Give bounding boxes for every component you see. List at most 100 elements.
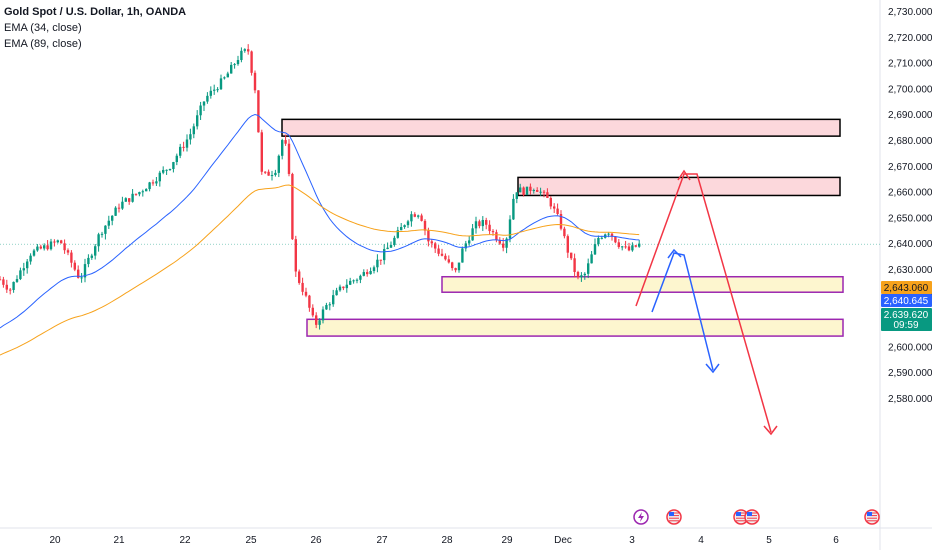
demand-zone xyxy=(306,318,844,337)
y-tick-label: 2,650.000 xyxy=(888,213,932,224)
x-tick-label: 6 xyxy=(833,535,839,546)
candle-body xyxy=(403,225,406,228)
candle-body xyxy=(277,155,280,173)
candle-body xyxy=(529,186,532,191)
candle-body xyxy=(597,237,600,245)
candle-body xyxy=(355,279,359,281)
candle-body xyxy=(121,201,124,209)
candle-body xyxy=(141,191,144,193)
flag-canton xyxy=(736,512,741,516)
candle-body xyxy=(134,193,138,195)
candle-body xyxy=(294,239,297,272)
x-tick-label: 3 xyxy=(629,535,635,546)
candle-body xyxy=(53,241,56,243)
candle-body xyxy=(342,286,345,289)
candle-body xyxy=(413,214,416,217)
candle-body xyxy=(389,245,393,248)
candle-body xyxy=(525,186,529,195)
candle-body xyxy=(298,271,301,283)
candle-body xyxy=(498,240,501,244)
y-tick-label: 2,700.000 xyxy=(888,84,932,95)
flag-canton xyxy=(867,512,872,516)
y-tick-label: 2,580.000 xyxy=(888,394,932,405)
candle-body xyxy=(481,219,484,227)
candle-body xyxy=(471,228,474,241)
candle-body xyxy=(393,237,396,246)
candle-body xyxy=(179,146,182,156)
candle-body xyxy=(614,236,617,243)
candle-body xyxy=(138,192,141,195)
candle-body xyxy=(250,51,253,73)
candle-body xyxy=(2,279,5,285)
candle-body xyxy=(243,49,246,51)
arrowhead xyxy=(763,425,778,436)
price-label: 2,639.620 xyxy=(884,310,929,321)
candle-body xyxy=(189,134,192,140)
candle-body xyxy=(563,228,566,237)
y-tick-label: 2,600.000 xyxy=(888,342,932,353)
y-tick-label: 2,690.000 xyxy=(888,110,932,121)
candle-body xyxy=(491,231,495,233)
candle-body xyxy=(400,227,403,231)
candle-body xyxy=(12,281,15,290)
arrowhead xyxy=(677,169,691,181)
candle-body xyxy=(124,198,127,202)
candle-body xyxy=(274,172,277,176)
candle-body xyxy=(60,240,63,244)
candle-body xyxy=(131,193,134,202)
candle-body xyxy=(267,171,270,176)
candle-body xyxy=(430,241,433,244)
candle-body xyxy=(56,240,59,243)
candle-body xyxy=(417,215,420,217)
candle-body xyxy=(168,169,172,171)
y-tick-label: 2,680.000 xyxy=(888,136,932,147)
candle-body xyxy=(485,219,488,225)
candle-body xyxy=(145,189,148,192)
candle-body xyxy=(505,238,508,248)
candle-body xyxy=(376,259,379,268)
candle-body xyxy=(213,89,216,91)
candle-body xyxy=(83,264,87,278)
candle-body xyxy=(515,192,518,199)
candle-body xyxy=(352,280,355,282)
candle-body xyxy=(624,246,627,248)
candle-body xyxy=(219,78,223,90)
candle-body xyxy=(576,271,580,278)
price-label-bg xyxy=(881,308,932,321)
candle-body xyxy=(508,219,512,239)
candle-body xyxy=(264,171,267,173)
candle-body xyxy=(63,243,66,251)
chart-legend: Gold Spot / U.S. Dollar, 1h, OANDA EMA (… xyxy=(4,4,186,52)
candle-body xyxy=(638,243,641,247)
candle-body xyxy=(539,191,542,193)
candle-body xyxy=(423,220,427,231)
candle-body xyxy=(117,207,121,209)
candle-body xyxy=(15,279,19,282)
candle-body xyxy=(488,224,491,232)
candle-body xyxy=(532,190,535,192)
candle-body xyxy=(495,232,498,241)
y-tick-label: 2,710.000 xyxy=(888,59,932,70)
chart-title: Gold Spot / U.S. Dollar, 1h, OANDA xyxy=(4,6,187,18)
candle-body xyxy=(420,215,423,221)
candle-body xyxy=(383,249,386,261)
price-label-bg xyxy=(881,318,932,331)
candle-body xyxy=(338,286,342,291)
candle-body xyxy=(573,258,576,272)
candle-body xyxy=(386,247,389,250)
ema89-legend: EMA (89, close) xyxy=(4,38,82,50)
lightning-glyph xyxy=(638,512,644,522)
candle-body xyxy=(94,246,97,256)
candle-body xyxy=(502,243,505,248)
candle-body xyxy=(372,267,376,272)
candle-body xyxy=(270,175,274,177)
candle-body xyxy=(5,284,8,290)
candle-body xyxy=(196,115,199,127)
y-tick-label: 2,640.000 xyxy=(888,239,932,250)
candle-body xyxy=(587,263,590,274)
candle-body xyxy=(447,259,450,263)
x-tick-label: 28 xyxy=(441,535,453,546)
candle-body xyxy=(359,275,362,280)
candle-body xyxy=(233,64,236,66)
